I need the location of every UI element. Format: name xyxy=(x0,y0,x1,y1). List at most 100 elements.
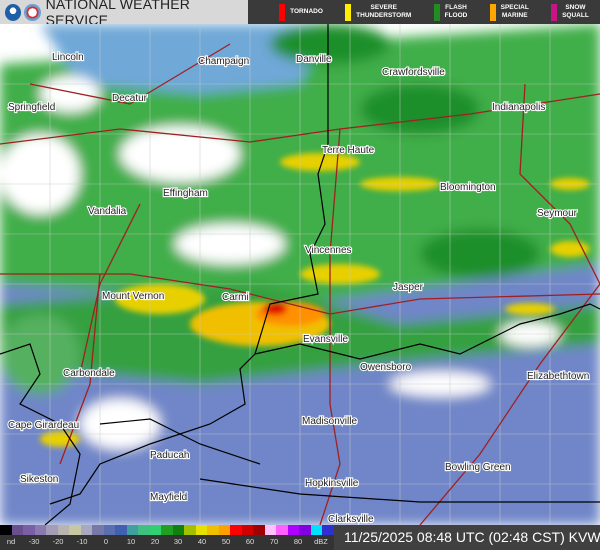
scale-color xyxy=(149,525,162,535)
noaa-logo xyxy=(5,3,22,21)
scale-tick: nd xyxy=(6,537,16,546)
scale-color xyxy=(253,525,265,535)
warning-swatch xyxy=(433,3,440,21)
warning-swatch xyxy=(551,3,558,21)
city-label: Paducah xyxy=(150,450,189,461)
scale-color xyxy=(310,525,323,535)
scale-color xyxy=(46,525,58,535)
header: NATIONAL WEATHER SERVICE TORNADO SEVERE T… xyxy=(0,0,600,28)
reflectivity-legend: nd -30 -20 -10 0 10 20 30 40 50 60 70 80 dBZ xyxy=(0,525,334,550)
scale-tick: 20 xyxy=(150,537,160,546)
city-label: Crawfordsville xyxy=(382,67,445,78)
scale-color xyxy=(184,525,196,535)
city-label: Madisonville xyxy=(302,416,357,427)
scale-color xyxy=(322,525,334,535)
scale-color xyxy=(218,525,231,535)
scale-color xyxy=(241,525,254,535)
scale-tick: 70 xyxy=(269,537,279,546)
city-label: Sikeston xyxy=(20,474,58,485)
scale-color xyxy=(80,525,93,535)
scale-tick: 40 xyxy=(197,537,207,546)
city-label: Bowling Green xyxy=(445,462,511,473)
city-label: Terre Haute xyxy=(322,145,375,156)
scale-color xyxy=(57,525,70,535)
radar-map[interactable]: Lincoln Champaign Danville Crawfordsville Sp… xyxy=(0,24,600,525)
city-label: Danville xyxy=(296,54,332,65)
city-label: Indianapolis xyxy=(492,102,545,113)
city-label: Owensboro xyxy=(360,362,412,373)
highways xyxy=(0,43,600,525)
city-label: Seymour xyxy=(537,208,578,219)
warning-swatch xyxy=(489,3,496,21)
warning-swatch xyxy=(279,3,286,21)
scale-color xyxy=(23,525,35,535)
city-label: Vandalia xyxy=(88,206,127,217)
city-label: Champaign xyxy=(198,56,249,67)
scale-color xyxy=(69,525,81,535)
scale-color xyxy=(172,525,185,535)
scale-color xyxy=(115,525,127,535)
scale-color xyxy=(103,525,116,535)
scale-color xyxy=(138,525,150,535)
scale-color xyxy=(195,525,208,535)
warning-label: SEVERE THUNDERSTORM xyxy=(356,4,412,19)
scale-color xyxy=(287,525,300,535)
city-label: Mayfield xyxy=(150,492,187,503)
city-label: Hopkinsville xyxy=(305,478,359,489)
scale-color xyxy=(207,525,219,535)
city-label: Cape Girardeau xyxy=(8,420,79,431)
city-label: Carmi xyxy=(222,292,249,303)
scale-ticks: nd -30 -20 -10 0 10 20 30 40 50 60 70 80 dBZ xyxy=(0,537,334,549)
state-borders xyxy=(0,24,600,525)
scale-color xyxy=(230,525,242,535)
city-label: Jasper xyxy=(393,282,424,293)
warning-item: SNOW SQUALL xyxy=(551,3,589,21)
scale-color xyxy=(92,525,104,535)
scale-tick: 0 xyxy=(103,537,109,546)
footer: nd -30 -20 -10 0 10 20 30 40 50 60 70 80 dBZ 11/25/20… xyxy=(0,525,600,550)
city-label: Bloomington xyxy=(440,182,496,193)
scale-color xyxy=(264,525,277,535)
warning-item: SEVERE THUNDERSTORM xyxy=(345,3,412,21)
scale-tick: 10 xyxy=(126,537,136,546)
warning-label: FLASH FLOOD xyxy=(444,4,468,19)
scale-tick: 60 xyxy=(245,537,255,546)
city-label: Elizabethtown xyxy=(527,371,589,382)
brand: NATIONAL WEATHER SERVICE xyxy=(0,0,248,28)
warning-label: SNOW SQUALL xyxy=(562,4,589,19)
city-labels: Lincoln Champaign Danville Crawfordsville Sp… xyxy=(7,51,590,525)
city-label: Effingham xyxy=(163,188,208,199)
city-label: Vincennes xyxy=(305,245,352,256)
scale-color xyxy=(276,525,288,535)
city-label: Decatur xyxy=(112,93,148,104)
scale-color xyxy=(34,525,47,535)
scale-tick: -10 xyxy=(76,537,88,546)
warning-item: TORNADO xyxy=(279,3,323,21)
color-scale xyxy=(0,525,334,535)
scale-color xyxy=(11,525,24,535)
scale-tick: 30 xyxy=(173,537,183,546)
city-label: Springfield xyxy=(8,102,55,113)
scale-color xyxy=(126,525,139,535)
scale-color xyxy=(161,525,173,535)
warning-swatch xyxy=(345,3,352,21)
scale-tick: 50 xyxy=(221,537,231,546)
timestamp: 11/25/2025 08:48 UTC (02:48 CST) KVWX xyxy=(344,529,600,545)
scale-tick: 80 xyxy=(293,537,303,546)
city-label: Carbondale xyxy=(63,368,115,379)
warning-item: SPECIAL MARINE xyxy=(489,3,529,21)
scale-tick: -30 xyxy=(28,537,40,546)
city-label: Evansville xyxy=(303,334,348,345)
warning-label: SPECIAL MARINE xyxy=(500,4,529,19)
warning-legend: TORNADO SEVERE THUNDERSTORM FLASH FLOOD SPE… xyxy=(248,0,600,24)
scale-color xyxy=(299,525,311,535)
warning-item: FLASH FLOOD xyxy=(433,3,468,21)
scale-color xyxy=(0,525,12,535)
city-label: Lincoln xyxy=(52,52,84,63)
city-label: Mount Vernon xyxy=(102,291,164,302)
scale-tick: dBZ xyxy=(314,537,328,546)
city-label: Clarksville xyxy=(328,514,374,525)
scale-tick: -20 xyxy=(52,537,64,546)
warning-label: TORNADO xyxy=(290,8,323,15)
nws-logo xyxy=(24,3,41,21)
